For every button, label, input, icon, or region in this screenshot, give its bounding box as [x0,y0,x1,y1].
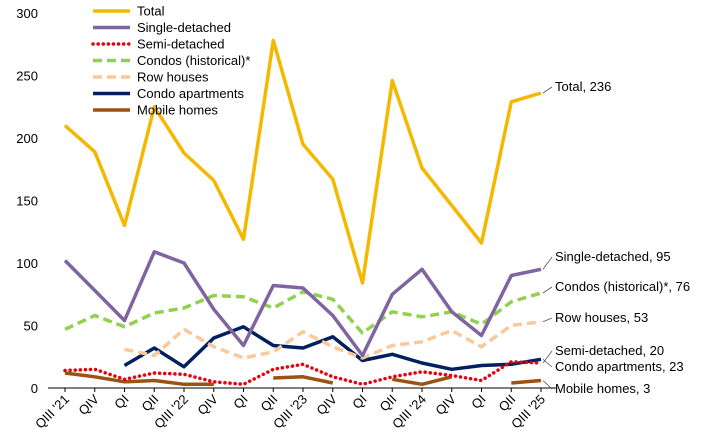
series-single-detached-line [63,250,542,358]
end-label-condos-historical: Condos (historical)*, 76 [555,279,690,294]
x-tick-label: QIII '23 [270,392,310,432]
y-tick-label: 300 [16,6,38,21]
x-tick-label: QIV [75,391,102,418]
x-tick-label: QIII '21 [32,392,72,432]
end-label-condo-apartments: Condo apartments, 23 [555,359,684,374]
x-tick-label: QI [230,392,250,412]
legend-label-single-detached: Single-detached [137,20,231,35]
end-label-total: Total, 236 [555,79,611,94]
legend-label-row-houses: Row houses [137,70,209,85]
end-label-leader-condos-historical [542,286,553,294]
series-semi-detached-line [63,360,543,387]
x-tick-label: QII [496,392,519,415]
end-label-single-detached: Single-detached, 95 [555,249,671,264]
y-tick-label: 200 [16,131,38,146]
x-tick-label: QIV [194,391,221,418]
x-tick-label: QII [377,392,400,415]
legend-label-condos-historical: Condos (historical)* [137,53,250,68]
end-label-row-houses: Row houses, 53 [555,310,648,325]
series-mobile-homes-line [392,375,453,387]
x-tick-label: QIII '22 [151,392,191,432]
series-mobile-homes-line [273,375,334,385]
x-tick-label: QI [111,392,131,412]
end-label-leader-single-detached [542,256,553,270]
y-tick-label: 0 [31,381,38,396]
x-tick-label: QI [468,392,488,412]
series-mobile-homes-line [511,378,542,385]
end-label-leader-condo-apartments [542,358,553,368]
x-tick-label: QI [349,392,369,412]
series-condo-apartments-line [123,325,542,372]
legend-label-total: Total [137,4,165,19]
x-tick-label: QIII '24 [389,392,429,432]
end-label-leader-semi-detached [542,350,553,364]
end-label-leader-total [542,86,553,94]
x-tick-label: QII [139,392,162,415]
end-label-leader-mobile-homes [542,380,553,390]
x-tick-label: QIII '25 [508,392,548,432]
legend-label-condo-apartments: Condo apartments [137,86,244,101]
legend-label-semi-detached: Semi-detached [137,37,224,52]
end-label-mobile-homes: Mobile homes, 3 [555,381,650,396]
end-label-leader-row-houses [542,317,553,323]
plot-area [63,38,543,387]
series-total-line [63,38,542,285]
series-condos-historical-line [64,290,542,335]
series-mobile-homes-line [64,371,214,387]
legend-label-mobile-homes: Mobile homes [137,103,218,118]
y-tick-label: 50 [24,319,38,334]
series-row-houses-line [124,320,542,360]
end-labels: Total, 236 Single-detached, 95 Condos (his… [542,79,690,396]
y-tick-label: 100 [16,256,38,271]
x-tick-label: QIV [313,391,340,418]
end-label-semi-detached: Semi-detached, 20 [555,343,664,358]
x-tick-label: QIV [432,391,459,418]
x-tick-label: QII [258,392,281,415]
y-tick-label: 250 [16,69,38,84]
y-tick-label: 150 [16,194,38,209]
